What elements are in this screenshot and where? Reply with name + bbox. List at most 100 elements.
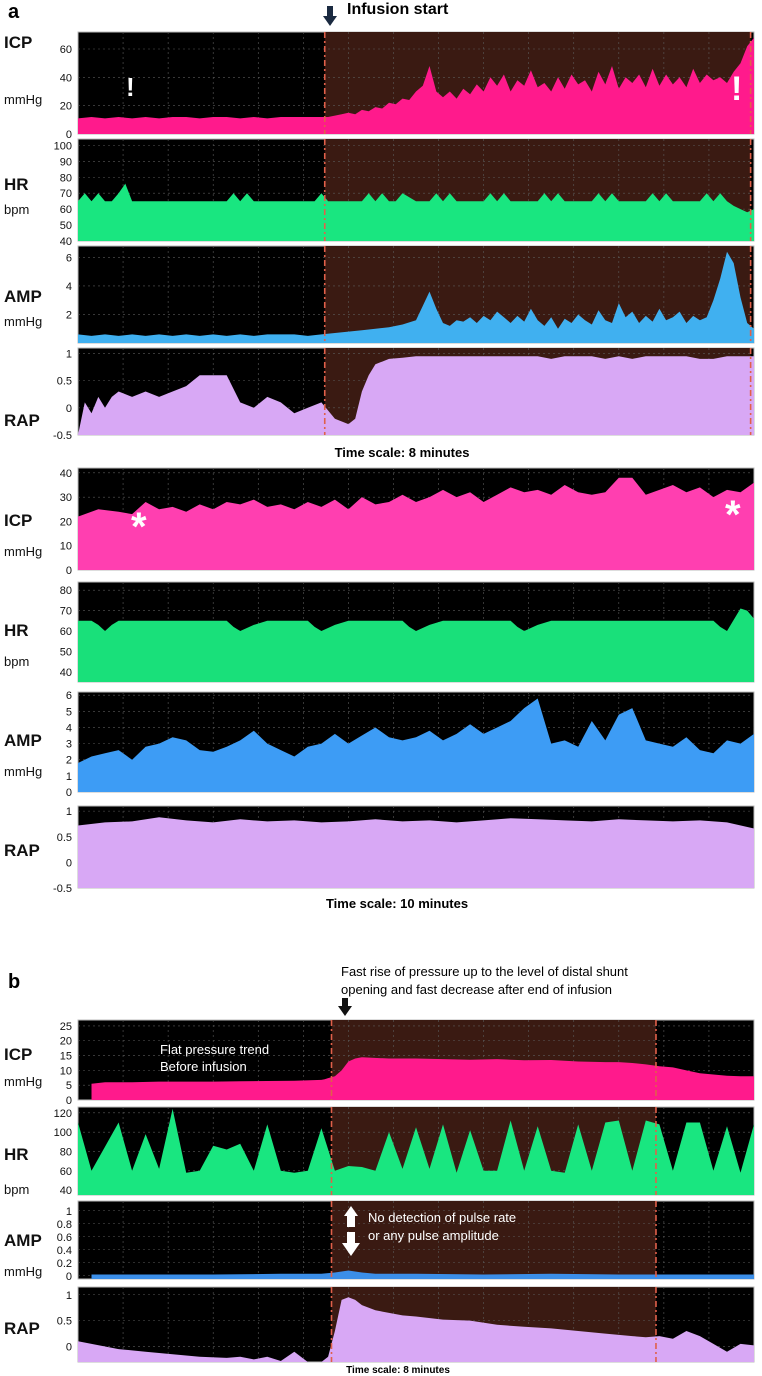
data-point <box>240 402 241 403</box>
data-point <box>672 317 673 318</box>
data-point <box>578 356 579 357</box>
data-point <box>226 201 227 202</box>
data-point <box>91 1274 92 1275</box>
data-point <box>388 501 389 502</box>
data-point <box>253 335 254 336</box>
data-point <box>510 818 511 819</box>
data-point <box>402 357 403 358</box>
data-point <box>564 740 565 741</box>
data-point <box>199 504 200 505</box>
data-point <box>267 334 268 335</box>
data-point <box>172 620 173 621</box>
data-point <box>267 1124 268 1125</box>
data-point <box>666 193 667 194</box>
y-axis-label: AMP <box>4 1231 42 1250</box>
data-point <box>118 193 119 194</box>
data-point <box>672 1338 673 1339</box>
data-point <box>611 193 612 194</box>
data-point <box>753 1076 754 1077</box>
data-point <box>510 487 511 488</box>
data-point <box>726 489 727 490</box>
data-point <box>253 624 254 625</box>
data-point <box>132 1082 133 1083</box>
data-point <box>591 91 592 92</box>
y-axis-unit: bpm <box>4 654 29 669</box>
y-tick-label: 30 <box>60 492 72 504</box>
y-tick-label: 6 <box>66 690 72 702</box>
data-point <box>557 193 558 194</box>
infusion-start-marker <box>323 6 337 26</box>
data-point <box>294 413 295 414</box>
data-point <box>659 85 660 86</box>
data-point <box>591 620 592 621</box>
data-point <box>104 753 105 754</box>
data-point <box>632 311 633 312</box>
data-point <box>672 84 673 85</box>
chart-b_rap: 0 0.5 1 RAP <box>4 1286 755 1363</box>
data-point <box>456 497 457 498</box>
y-tick-label: 70 <box>60 606 72 618</box>
data-point <box>186 334 187 335</box>
data-point <box>321 822 322 823</box>
data-point <box>77 1341 78 1342</box>
data-point <box>361 109 362 110</box>
data-point <box>104 1082 105 1083</box>
annotation-flat-line2: Before infusion <box>160 1059 247 1074</box>
data-point <box>246 193 247 194</box>
data-point <box>740 608 741 609</box>
data-point <box>145 501 146 502</box>
data-point <box>686 356 687 357</box>
data-point <box>402 98 403 99</box>
data-point <box>159 1081 160 1082</box>
data-point <box>118 116 119 117</box>
data-point <box>294 1351 295 1352</box>
data-point <box>652 321 653 322</box>
data-point <box>375 328 376 329</box>
data-point <box>226 1149 227 1150</box>
y-axis-unit: mmHg <box>4 92 42 107</box>
data-point <box>497 727 498 728</box>
data-point <box>497 201 498 202</box>
data-point <box>213 620 214 621</box>
data-point <box>497 1324 498 1325</box>
data-point <box>693 315 694 316</box>
data-point <box>442 1124 443 1125</box>
data-point <box>186 1081 187 1082</box>
data-point <box>402 193 403 194</box>
shunt-opening-marker <box>338 998 352 1016</box>
data-point <box>537 624 538 625</box>
series-area-b_hr <box>78 1108 754 1195</box>
data-point <box>672 356 673 357</box>
y-axis-label: ICP <box>4 33 32 52</box>
data-point <box>348 424 349 425</box>
data-point <box>422 85 423 86</box>
data-point <box>77 516 78 517</box>
data-point <box>415 356 416 357</box>
y-tick-label: 40 <box>60 1185 72 1197</box>
y-tick-label: 15 <box>60 1051 72 1063</box>
data-point <box>463 321 464 322</box>
data-point <box>632 1062 633 1063</box>
data-point <box>713 201 714 202</box>
data-point <box>598 193 599 194</box>
data-point <box>375 620 376 621</box>
data-point <box>672 1067 673 1068</box>
data-point <box>625 77 626 78</box>
data-point <box>402 1168 403 1169</box>
data-point <box>449 325 450 326</box>
data-point <box>388 358 389 359</box>
data-point <box>321 334 322 335</box>
data-point <box>605 201 606 202</box>
data-point <box>510 91 511 92</box>
data-point <box>361 1305 362 1306</box>
data-point <box>524 321 525 322</box>
data-point <box>186 116 187 117</box>
data-point <box>294 756 295 757</box>
data-point <box>104 407 105 408</box>
data-point <box>118 620 119 621</box>
data-point <box>497 85 498 86</box>
data-point <box>639 74 640 75</box>
data-point <box>470 1130 471 1131</box>
chart-b_hr: 40 60 80 100 120 HR bpm <box>4 1106 755 1197</box>
y-tick-label: 80 <box>60 172 72 184</box>
